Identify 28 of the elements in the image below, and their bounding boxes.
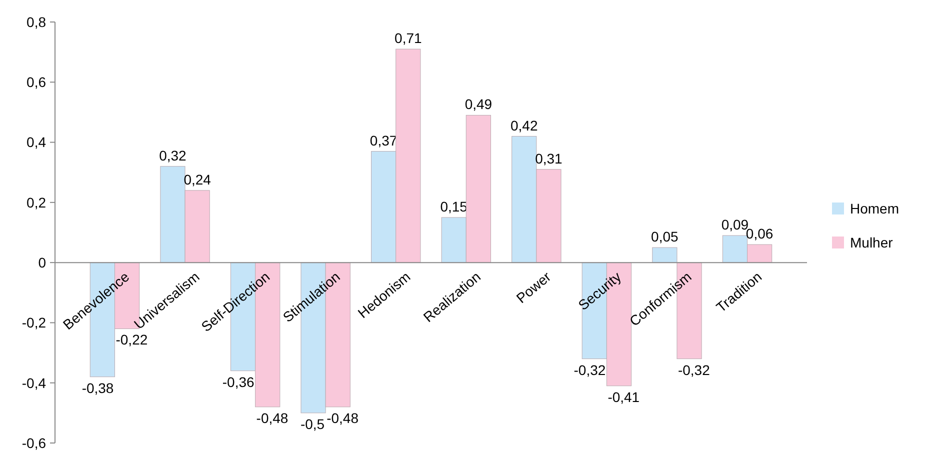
data-label: -0,32 xyxy=(574,362,606,378)
data-label: 0,15 xyxy=(440,198,468,214)
data-label: -0,32 xyxy=(678,362,710,378)
data-label: -0,36 xyxy=(222,374,254,390)
y-tick-label: 0,6 xyxy=(26,74,46,90)
y-tick-label: 0,4 xyxy=(26,134,46,150)
y-tick-label: -0,6 xyxy=(22,434,46,451)
data-label: -0,48 xyxy=(326,410,359,426)
legend-label: Homem xyxy=(850,200,900,216)
y-tick-label: -0,2 xyxy=(22,314,46,331)
data-label: 0,05 xyxy=(651,228,679,245)
data-label: -0,48 xyxy=(256,410,288,426)
data-label: 0,42 xyxy=(510,117,538,134)
data-label: 0,31 xyxy=(535,150,563,166)
data-label: 0,49 xyxy=(464,96,492,112)
legend-label: Mulher xyxy=(850,234,894,250)
y-tick-label: 0 xyxy=(38,254,46,270)
data-label: -0,41 xyxy=(608,388,640,405)
data-label: -0,5 xyxy=(300,416,325,432)
data-label: 0,37 xyxy=(370,132,398,148)
data-label: -0,22 xyxy=(116,332,148,348)
data-label: -0,38 xyxy=(82,380,114,396)
y-tick-label: 0,2 xyxy=(26,194,46,210)
data-label: 0,24 xyxy=(184,171,212,188)
y-tick-label: 0,8 xyxy=(26,14,46,30)
y-tick-label: -0,4 xyxy=(22,374,46,391)
data-label: 0,71 xyxy=(394,30,422,46)
data-label: 0,32 xyxy=(159,147,187,164)
